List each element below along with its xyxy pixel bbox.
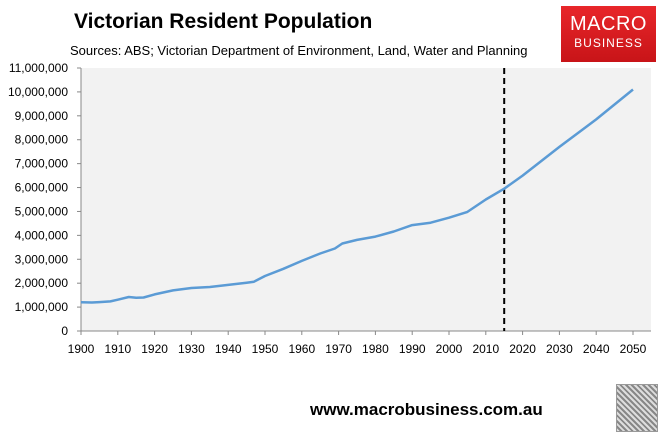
- y-tick-label: 2,000,000: [15, 276, 69, 290]
- chart-subtitle: Sources: ABS; Victorian Department of En…: [70, 43, 528, 58]
- x-tick-label: 1990: [399, 342, 426, 356]
- chart-title: Victorian Resident Population: [74, 10, 373, 33]
- x-tick-label: 2050: [620, 342, 647, 356]
- footer-url: www.macrobusiness.com.au: [310, 400, 543, 419]
- logo-line1: MACRO: [570, 13, 647, 35]
- logo-line2: BUSINESS: [574, 36, 643, 50]
- y-tick-label: 9,000,000: [15, 109, 69, 123]
- y-tick-label: 3,000,000: [15, 252, 69, 266]
- x-tick-label: 1970: [325, 342, 352, 356]
- y-tick-label: 6,000,000: [15, 181, 69, 195]
- population-series-line: [80, 88, 634, 304]
- x-tick-label: 1960: [288, 342, 315, 356]
- x-tick-label: 1980: [362, 342, 389, 356]
- y-tick-label: 7,000,000: [15, 157, 69, 171]
- x-tick-label: 2000: [436, 342, 463, 356]
- x-tick-label: 1930: [178, 342, 205, 356]
- x-tick-label: 2030: [546, 342, 573, 356]
- x-tick-label: 2010: [472, 342, 499, 356]
- x-tick-label: 1940: [215, 342, 242, 356]
- macrobusiness-logo: MACRO BUSINESS: [561, 6, 656, 62]
- x-tick-label: 1920: [141, 342, 168, 356]
- x-tick-label: 2040: [583, 342, 610, 356]
- y-tick-label: 8,000,000: [15, 133, 69, 147]
- y-tick-label: 11,000,000: [9, 61, 68, 75]
- x-tick-label: 1950: [252, 342, 279, 356]
- wolf-icon: [616, 384, 658, 432]
- y-tick-label: 5,000,000: [15, 204, 69, 218]
- plot-area: [81, 68, 651, 331]
- y-tick-label: 4,000,000: [15, 228, 69, 242]
- x-tick-label: 1910: [104, 342, 131, 356]
- y-tick-label: 0: [61, 324, 68, 338]
- y-tick-label: 10,000,000: [8, 85, 68, 99]
- x-tick-label: 2020: [509, 342, 536, 356]
- x-tick-label: 1900: [68, 342, 95, 356]
- y-tick-label: 1,000,000: [15, 300, 69, 314]
